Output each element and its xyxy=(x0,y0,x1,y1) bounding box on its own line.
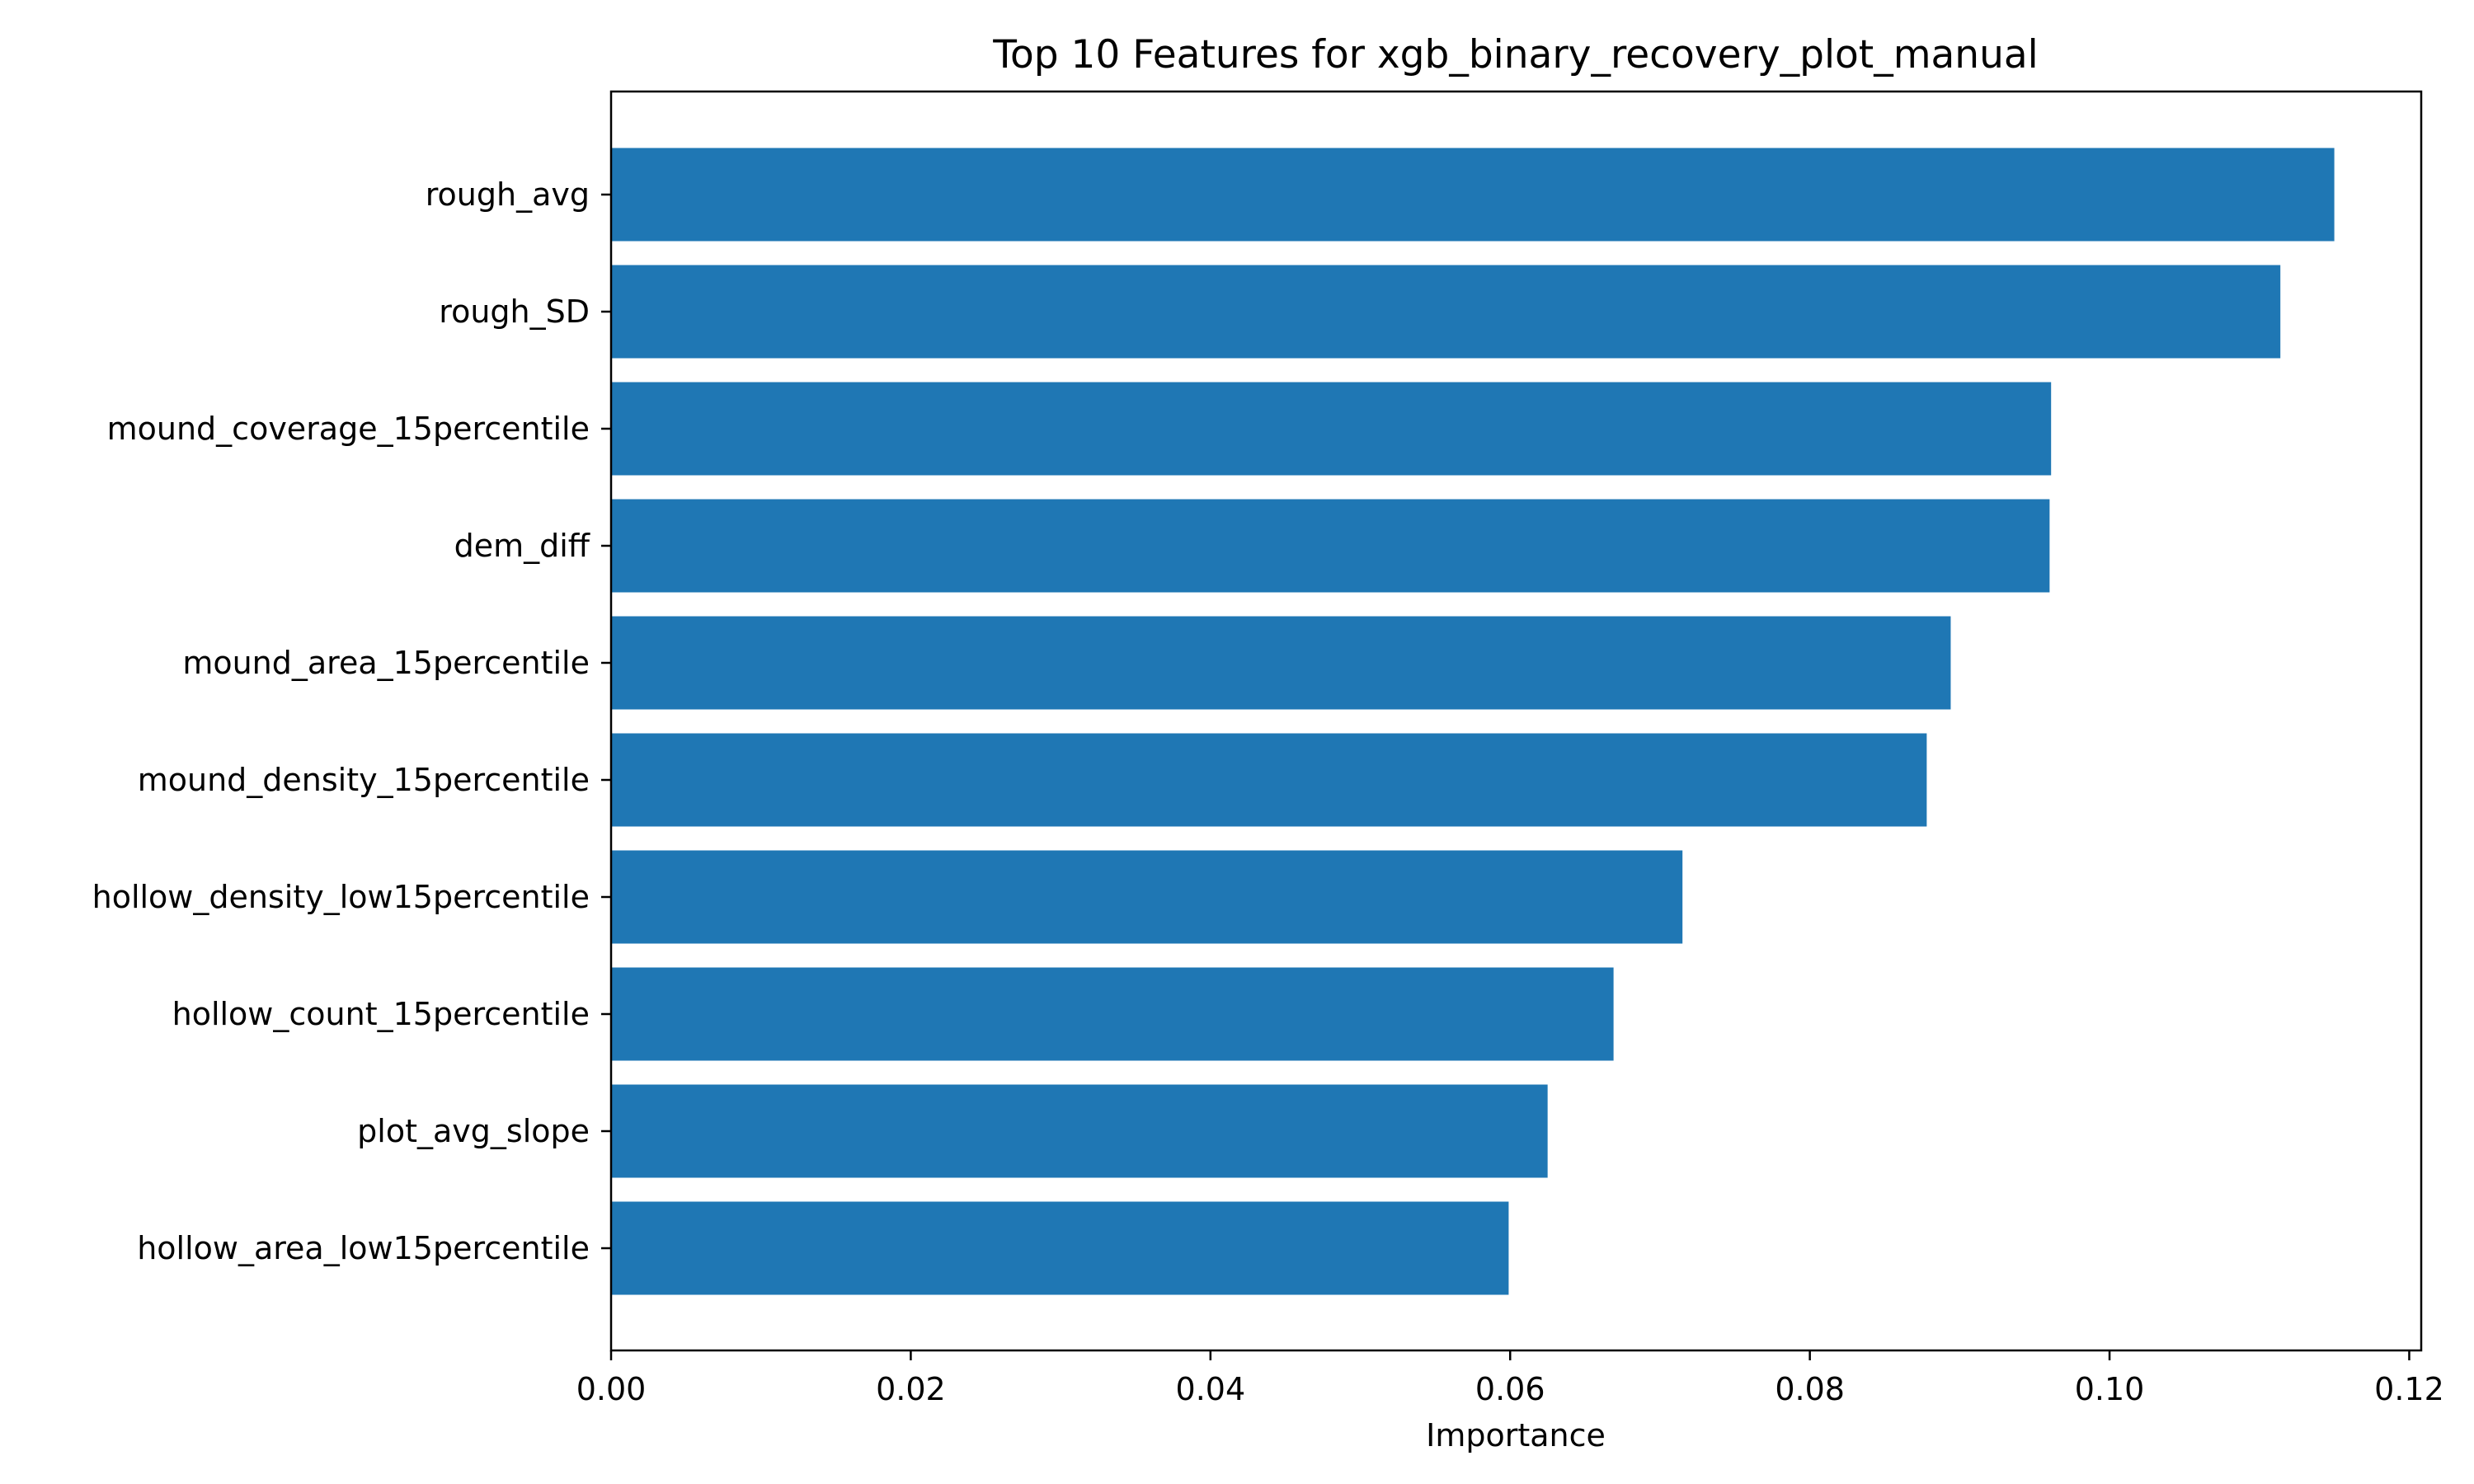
y-tick-label: hollow_density_low15percentile xyxy=(92,879,590,915)
y-tick-label: plot_avg_slope xyxy=(357,1113,590,1149)
y-tick-label: hollow_count_15percentile xyxy=(172,996,590,1032)
bars-layer xyxy=(611,148,2335,1295)
y-tick-label: mound_area_15percentile xyxy=(182,645,590,681)
y-tick-label: rough_SD xyxy=(439,294,590,330)
x-tick-label: 0.08 xyxy=(1775,1371,1845,1407)
bar-rough_SD xyxy=(611,265,2281,359)
bar-mound_area_15percentile xyxy=(611,616,1951,710)
x-tick-label: 0.10 xyxy=(2075,1371,2145,1407)
y-axis-ticks: rough_avg rough_SD mound_coverage_15percen… xyxy=(92,176,611,1266)
bar-mound_coverage_15percentile xyxy=(611,382,2052,476)
x-axis-ticks: 0.00 0.02 0.04 0.06 0.08 0.10 0.12 xyxy=(576,1350,2444,1407)
chart-title: Top 10 Features for xgb_binary_recovery_… xyxy=(992,32,2038,77)
y-tick-label: rough_avg xyxy=(426,176,590,213)
y-tick-label: dem_diff xyxy=(454,528,590,564)
plot-frame xyxy=(609,90,2423,1352)
x-tick-label: 0.04 xyxy=(1176,1371,1246,1407)
bar-hollow_count_15percentile xyxy=(611,967,1614,1061)
bar-hollow_area_low15percentile xyxy=(611,1201,1509,1295)
bar-rough_avg xyxy=(611,148,2335,242)
bar-mound_density_15percentile xyxy=(611,733,1927,827)
bar-dem_diff xyxy=(611,499,2050,593)
y-tick-label: mound_density_15percentile xyxy=(138,762,590,798)
bar-hollow_density_low15percentile xyxy=(611,850,1683,944)
y-tick-label: mound_coverage_15percentile xyxy=(107,411,590,447)
x-tick-label: 0.00 xyxy=(576,1371,647,1407)
x-tick-label: 0.06 xyxy=(1475,1371,1545,1407)
x-tick-label: 0.12 xyxy=(2374,1371,2444,1407)
x-tick-label: 0.02 xyxy=(876,1371,946,1407)
x-axis-label: Importance xyxy=(1426,1417,1606,1453)
bar-plot_avg_slope xyxy=(611,1084,1548,1178)
y-tick-label: hollow_area_low15percentile xyxy=(137,1230,590,1266)
